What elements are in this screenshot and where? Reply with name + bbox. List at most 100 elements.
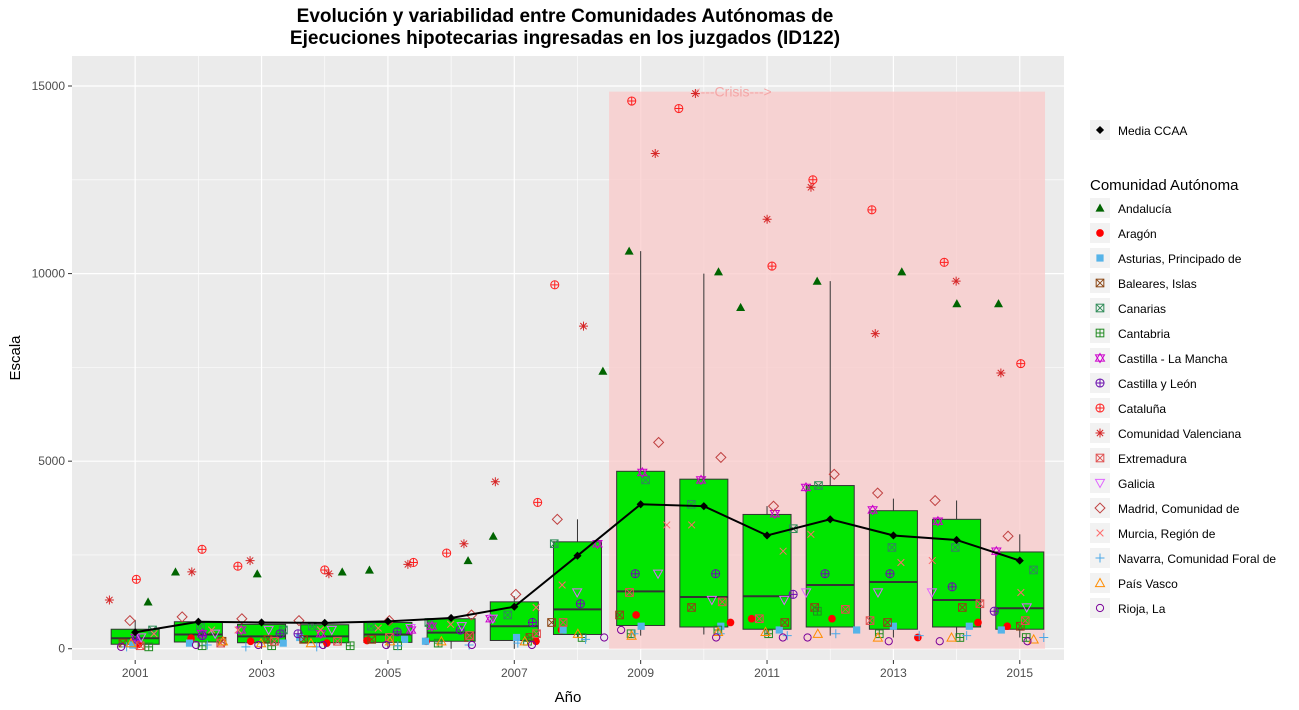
data-point [872,631,884,642]
data-point [1039,632,1049,642]
data-point [532,603,540,612]
legend-key [1090,498,1110,518]
data-point [780,618,790,627]
data-point [706,595,718,606]
data-point [712,626,724,636]
data-point [929,494,941,507]
box [868,510,918,630]
data-point [800,588,812,599]
legend-marker-icon [1095,553,1105,563]
data-point [736,302,746,311]
data-point [674,103,684,114]
data-point [207,626,216,634]
data-point [717,597,727,607]
data-point [760,626,771,636]
legend-label: Navarra, Comunidad Foral de [1118,552,1276,566]
legend-label: Asturias, Principado de [1118,252,1242,266]
legend-marker-icon [1095,403,1105,413]
legend-marker-icon [1095,603,1105,613]
data-point [490,477,500,487]
data-point [527,617,538,628]
data-point [1002,530,1014,542]
data-point [185,639,194,647]
data-point [135,641,145,651]
data-point [465,631,474,640]
data-point [275,629,285,639]
data-point [807,530,815,539]
data-point [695,474,707,486]
data-point [374,624,382,632]
data-point [456,622,468,632]
mean-point [447,613,456,623]
data-point [625,588,634,597]
data-point [914,633,922,642]
data-point [442,548,452,558]
data-point [687,603,696,612]
data-point [950,543,960,552]
data-point [326,625,338,636]
legend-title: Comunidad Autónoma [1090,177,1239,194]
legend-marker-icon [1095,453,1105,463]
data-point [383,614,395,627]
mean-point [952,535,961,545]
data-point [150,630,158,638]
mean-point [762,531,772,540]
data-point [104,595,114,605]
chart-title: Evolución y variabilidad entre Comunidad… [0,6,1130,50]
data-point [558,581,566,589]
data-point [712,633,721,642]
data-point [293,614,305,627]
data-point [955,633,965,642]
data-point [254,640,263,650]
box-layer [110,470,1045,645]
data-point [488,531,498,540]
data-point [367,635,377,644]
data-point [393,641,403,651]
data-point [322,639,331,647]
x-axis-title: Año [555,689,582,706]
data-point [637,622,645,630]
legend-marker-icon [1094,577,1106,588]
data-point [551,513,563,525]
y-tick-label: 15000 [32,79,66,93]
data-point [935,637,944,646]
legend-label: Cantabria [1118,327,1170,341]
data-point [889,622,897,630]
data-point [426,620,438,632]
data-point [263,625,274,636]
data-point [636,466,648,478]
data-point [234,626,242,634]
data-point [124,614,136,627]
data-point [624,246,634,255]
data-point [392,627,402,637]
data-point [246,637,255,646]
data-point [333,636,342,646]
data-point [813,606,822,616]
data-point [316,626,325,634]
legend-label: Extremadura [1118,452,1187,466]
legend-label: Rioja, La [1118,602,1166,616]
data-point [779,547,787,555]
data-point [951,276,961,286]
data-point [191,640,201,650]
data-point [932,515,944,527]
data-point [446,620,455,629]
legend-marker-icon [1096,229,1104,237]
data-point [726,618,735,627]
data-point [459,539,469,549]
x-tick-label: 2003 [248,666,275,680]
data-point [867,504,879,516]
legend-marker-icon [1095,378,1105,388]
data-point [408,557,418,568]
legend-marker-icon [1094,352,1106,364]
data-point [914,631,924,641]
data-point [762,214,772,224]
legend-label: Canarias [1118,302,1166,316]
data-point [652,569,664,580]
data-point [939,257,949,267]
data-point [270,636,279,646]
mean-point [889,531,898,540]
x-tick-label: 2009 [627,666,654,680]
data-point [279,639,287,647]
data-point [503,610,513,620]
